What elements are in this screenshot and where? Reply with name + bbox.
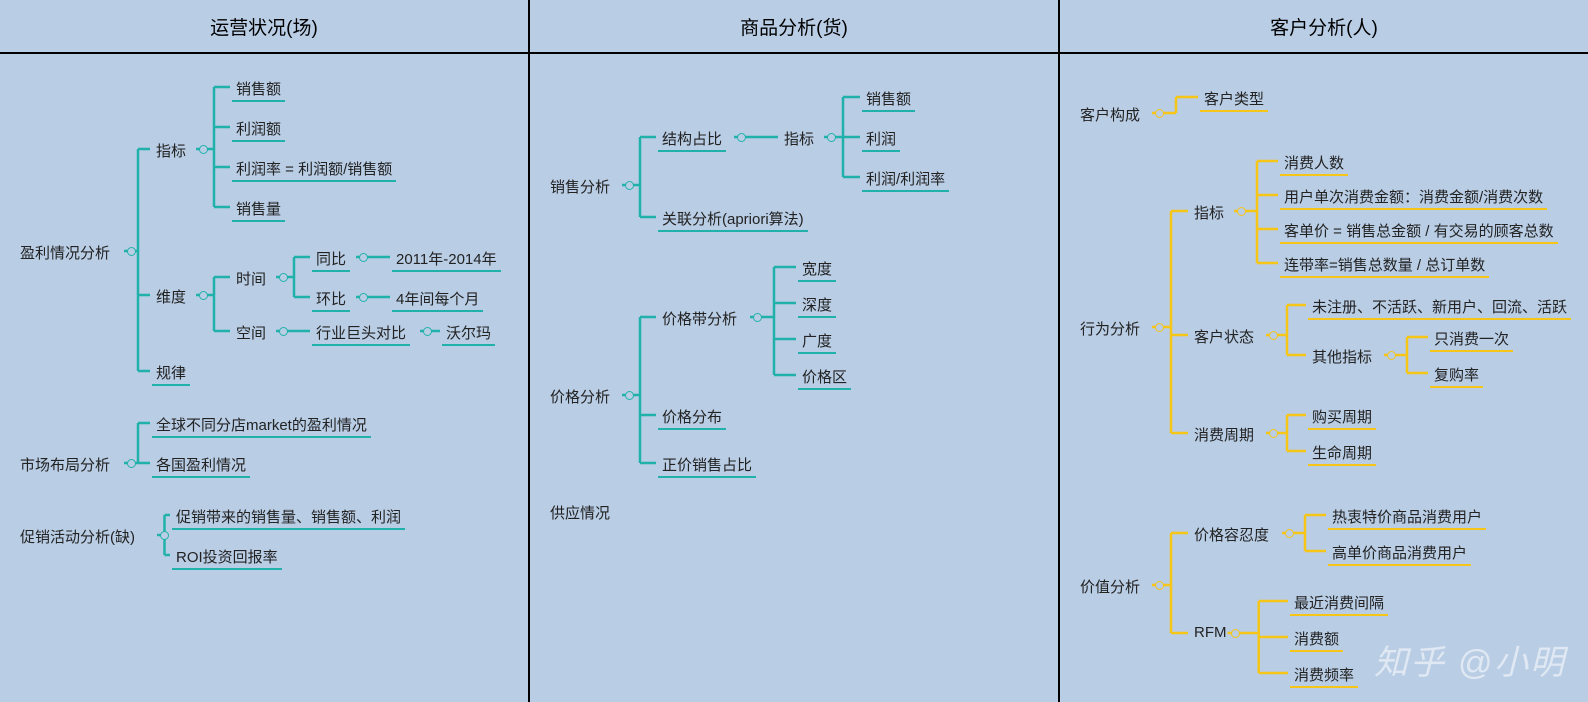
tree-node: 热衷特价商品消费用户 (1328, 504, 1486, 530)
column-body: 销售分析 结构占比 指标 销售额利润利润/利润率关联分析(apriori算法) 价格分析… (530, 54, 1058, 702)
branch-dot (127, 459, 136, 468)
tree-node: 广度 (798, 328, 836, 354)
tree-node: 其他指标 (1308, 344, 1376, 369)
tree-node: 消费频率 (1290, 662, 1358, 688)
tree-node: 指标 (152, 138, 190, 163)
tree-node: 销售额 (862, 86, 915, 112)
branch-dot (1387, 351, 1396, 360)
connector-layer (0, 54, 528, 702)
tree-node: 促销活动分析(缺) (16, 524, 139, 549)
connector-layer (530, 54, 1058, 702)
tree-node: 销售额 (232, 76, 285, 102)
tree-node: 环比 (312, 286, 350, 312)
tree-node: 价格容忍度 (1190, 522, 1273, 547)
column-0: 运营状况(场) 盈利情况分析 指标 销售额利润额利润率 = 利润额/销售额销售量维度 时… (0, 0, 530, 702)
tree-node: 只消费一次 (1430, 326, 1513, 352)
branch-dot (423, 327, 432, 336)
tree-node: 指标 (1190, 200, 1228, 225)
watermark: 知乎 @小明 (1374, 635, 1566, 684)
column-2: 客户分析(人) 客户构成 客户类型行为分析 指标 消费人数用户单次消费金额：消费金额/消… (1060, 0, 1588, 702)
tree-node: 正价销售占比 (658, 452, 756, 478)
branch-dot (359, 253, 368, 262)
tree-node: 结构占比 (658, 126, 726, 152)
column-header: 商品分析(货) (530, 0, 1058, 54)
tree-node: 消费额 (1290, 626, 1343, 652)
branch-dot (199, 145, 208, 154)
tree-node: 连带率=销售总数量 / 总订单数 (1280, 252, 1489, 278)
tree-node: 2011年-2014年 (392, 246, 501, 272)
tree-node: 沃尔玛 (442, 320, 495, 346)
branch-dot (199, 291, 208, 300)
branch-dot (625, 391, 634, 400)
column-body: 盈利情况分析 指标 销售额利润额利润率 = 利润额/销售额销售量维度 时间 同比 2011… (0, 54, 528, 702)
tree-node: 规律 (152, 360, 190, 386)
branch-dot (1237, 207, 1246, 216)
tree-node: 最近消费间隔 (1290, 590, 1388, 616)
column-body: 客户构成 客户类型行为分析 指标 消费人数用户单次消费金额：消费金额/消费次数客单价 … (1060, 54, 1588, 702)
tree-node: 行业巨头对比 (312, 320, 410, 346)
tree-node: 利润额 (232, 116, 285, 142)
tree-node: 利润/利润率 (862, 166, 949, 192)
tree-node: 价值分析 (1076, 574, 1144, 599)
branch-dot (737, 133, 746, 142)
branch-dot (625, 181, 634, 190)
branch-dot (359, 293, 368, 302)
tree-node: 消费周期 (1190, 422, 1258, 447)
tree-node: 市场布局分析 (16, 452, 114, 477)
column-header: 客户分析(人) (1060, 0, 1588, 54)
tree-node: 深度 (798, 292, 836, 318)
branch-dot (1155, 109, 1164, 118)
tree-node: 客户构成 (1076, 102, 1144, 127)
tree-node: 高单价商品消费用户 (1328, 540, 1471, 566)
branch-dot (279, 327, 288, 336)
column-1: 商品分析(货) 销售分析 结构占比 指标 销售额利润利润/利润率关联分析(apriori… (530, 0, 1060, 702)
branch-dot (127, 247, 136, 256)
tree-node: 盈利情况分析 (16, 240, 114, 265)
tree-node: 复购率 (1430, 362, 1483, 388)
tree-node: 价格分布 (658, 404, 726, 430)
tree-node: 用户单次消费金额：消费金额/消费次数 (1280, 184, 1547, 210)
tree-node: 购买周期 (1308, 404, 1376, 430)
tree-node: ROI投资回报率 (172, 544, 282, 570)
branch-dot (827, 133, 836, 142)
tree-node: 销售分析 (546, 174, 614, 199)
tree-node: 利润率 = 利润额/销售额 (232, 156, 396, 182)
branch-dot (753, 313, 762, 322)
tree-node: 行为分析 (1076, 316, 1144, 341)
tree-node: 消费人数 (1280, 150, 1348, 176)
tree-node: 维度 (152, 284, 190, 309)
branch-dot (1269, 429, 1278, 438)
tree-node: 宽度 (798, 256, 836, 282)
tree-node: 空间 (232, 320, 270, 345)
column-header: 运营状况(场) (0, 0, 528, 54)
tree-node: 关联分析(apriori算法) (658, 206, 808, 232)
branch-dot (1285, 529, 1294, 538)
branch-dot (1231, 629, 1240, 638)
tree-node: 销售量 (232, 196, 285, 222)
tree-node: 价格分析 (546, 384, 614, 409)
tree-node: 价格区 (798, 364, 851, 390)
tree-node: 客户类型 (1200, 86, 1268, 112)
tree-node: 供应情况 (546, 500, 614, 525)
branch-dot (1269, 331, 1278, 340)
tree-node: 生命周期 (1308, 440, 1376, 466)
tree-node: 价格带分析 (658, 306, 741, 331)
tree-node: 客单价 = 销售总金额 / 有交易的顾客总数 (1280, 218, 1558, 244)
branch-dot (160, 531, 169, 540)
tree-node: 利润 (862, 126, 900, 152)
branch-dot (279, 273, 288, 282)
tree-node: 客户状态 (1190, 324, 1258, 349)
tree-node: 时间 (232, 266, 270, 291)
columns-container: 运营状况(场) 盈利情况分析 指标 销售额利润额利润率 = 利润额/销售额销售量维度 时… (0, 0, 1588, 702)
tree-node: 促销带来的销售量、销售额、利润 (172, 504, 405, 530)
tree-node: 未注册、不活跃、新用户、回流、活跃 (1308, 294, 1571, 320)
tree-node: 4年间每个月 (392, 286, 483, 312)
tree-node: 指标 (780, 126, 818, 151)
branch-dot (1155, 323, 1164, 332)
tree-node: RFM (1190, 622, 1231, 643)
tree-node: 各国盈利情况 (152, 452, 250, 478)
tree-node: 同比 (312, 246, 350, 272)
branch-dot (1155, 581, 1164, 590)
tree-node: 全球不同分店market的盈利情况 (152, 412, 371, 438)
